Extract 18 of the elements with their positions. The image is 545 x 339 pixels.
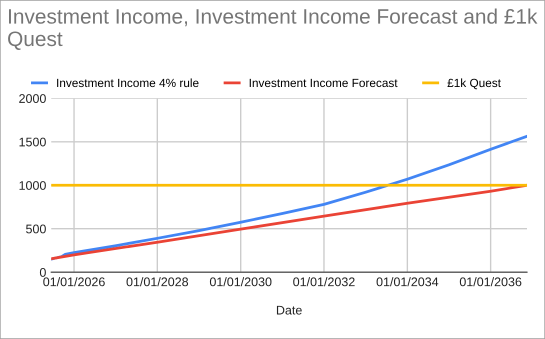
line-series (51, 134, 528, 261)
legend-label: Investment Income Forecast (250, 78, 398, 88)
y-tick-label: 0 (40, 268, 46, 277)
x-tick-label: 01/01/2026 (43, 277, 105, 286)
x-axis-title: Date (276, 306, 302, 315)
legend-label: £1k Quest (448, 78, 501, 90)
line-series (51, 184, 528, 260)
y-tick-label: 1000 (20, 181, 46, 190)
x-tick-label: 01/01/2034 (376, 277, 438, 286)
chart-title: Investment Income, Investment Income Forecast and £1k Quest (8, 8, 538, 50)
y-tick-label: 2000 (19, 94, 46, 103)
legend-label: Investment Income 4% rule (57, 78, 199, 88)
x-tick-label: 01/01/2028 (126, 277, 188, 286)
x-tick-label: 01/01/2032 (293, 277, 355, 286)
x-tick-label: 01/01/2030 (210, 277, 272, 286)
x-tick-label: 01/01/2036 (460, 277, 522, 286)
y-tick-label: 1500 (20, 138, 46, 146)
y-tick-label: 500 (26, 224, 46, 234)
